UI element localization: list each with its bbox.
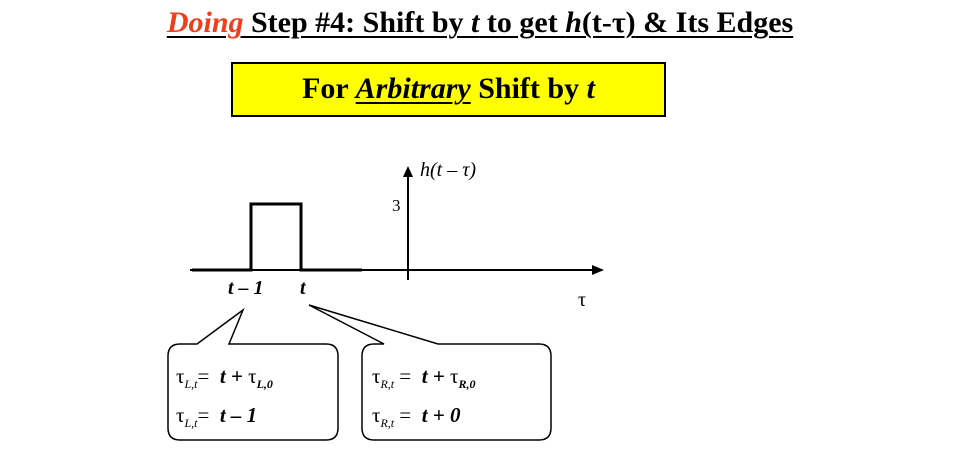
subtitle-banner: For Arbitrary Shift by t	[231, 62, 666, 117]
x-axis-label: τ	[578, 289, 587, 311]
banner-arbitrary: Arbitrary	[355, 72, 471, 105]
banner-var-t: t	[586, 72, 595, 105]
slide-title: Doing Step #4: Shift by t to get h(t-τ) …	[0, 6, 960, 40]
title-post-text: & Its Edges	[635, 6, 794, 39]
title-arg: (t-τ)	[581, 6, 636, 39]
title-doing: Doing	[166, 6, 244, 39]
right-edge-label: t	[300, 277, 306, 299]
left-eq-1: τL,t= t + τL,0	[176, 364, 273, 391]
banner-for: For	[302, 72, 356, 105]
right-eq-1: τR,t = t + τR,0	[372, 364, 476, 391]
left-eq-2: τL,t= t – 1	[176, 403, 258, 430]
y-axis-label: h(t – τ)	[420, 159, 477, 181]
right-eq-2: τR,t = t + 0	[372, 403, 461, 430]
y-axis-arrowhead	[403, 166, 413, 177]
title-func: h	[565, 6, 582, 39]
x-axis-arrowhead	[592, 265, 604, 275]
y-tick-3: 3	[392, 196, 401, 215]
banner-shift-by: Shift by	[470, 72, 587, 105]
shifted-pulse	[192, 202, 362, 272]
left-callout-bubble	[167, 307, 339, 441]
title-step-text: Step #4: Shift by	[243, 6, 472, 39]
left-edge-label: t – 1	[228, 277, 264, 299]
title-var-t: t	[471, 6, 480, 39]
right-callout-bubble	[308, 304, 552, 441]
title-mid-text: to get	[479, 6, 566, 39]
